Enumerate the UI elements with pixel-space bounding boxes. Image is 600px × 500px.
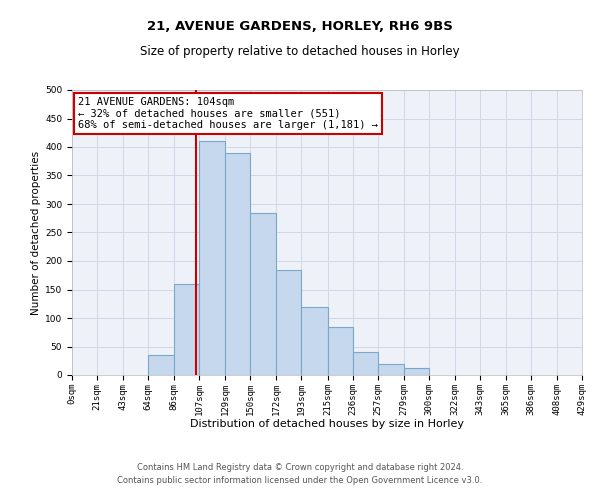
Bar — [377, 364, 404, 375]
Bar — [199, 142, 226, 375]
Bar — [277, 270, 301, 375]
Bar — [148, 355, 174, 375]
Bar — [174, 284, 199, 375]
Text: 21, AVENUE GARDENS, HORLEY, RH6 9BS: 21, AVENUE GARDENS, HORLEY, RH6 9BS — [147, 20, 453, 33]
Text: 21 AVENUE GARDENS: 104sqm
← 32% of detached houses are smaller (551)
68% of semi: 21 AVENUE GARDENS: 104sqm ← 32% of detac… — [78, 97, 378, 130]
Y-axis label: Number of detached properties: Number of detached properties — [31, 150, 41, 314]
Text: Size of property relative to detached houses in Horley: Size of property relative to detached ho… — [140, 45, 460, 58]
Bar — [328, 326, 353, 375]
Bar — [301, 306, 328, 375]
Bar — [353, 352, 377, 375]
Text: Contains HM Land Registry data © Crown copyright and database right 2024.
Contai: Contains HM Land Registry data © Crown c… — [118, 464, 482, 485]
Bar — [226, 152, 250, 375]
X-axis label: Distribution of detached houses by size in Horley: Distribution of detached houses by size … — [190, 419, 464, 429]
Bar — [404, 368, 428, 375]
Bar — [250, 212, 277, 375]
